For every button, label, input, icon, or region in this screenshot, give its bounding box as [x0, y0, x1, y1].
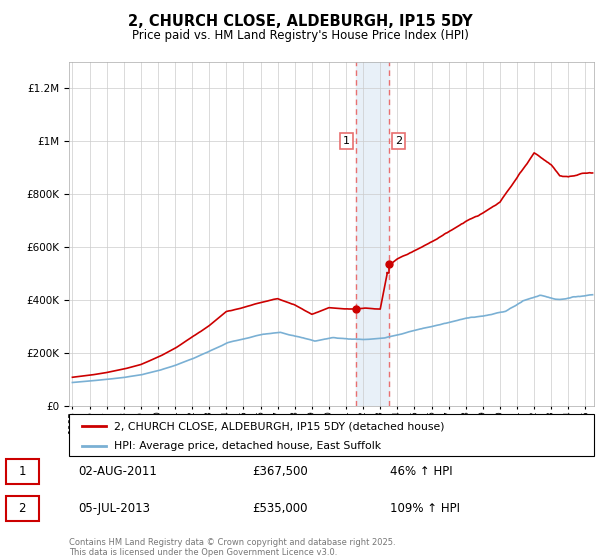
Text: 02-AUG-2011: 02-AUG-2011 — [78, 465, 157, 478]
Text: 1: 1 — [343, 136, 350, 146]
Text: £535,000: £535,000 — [252, 502, 308, 515]
Text: Price paid vs. HM Land Registry's House Price Index (HPI): Price paid vs. HM Land Registry's House … — [131, 29, 469, 42]
Text: 1: 1 — [19, 465, 26, 478]
Text: 2: 2 — [19, 502, 26, 515]
Text: HPI: Average price, detached house, East Suffolk: HPI: Average price, detached house, East… — [113, 441, 381, 451]
Text: 05-JUL-2013: 05-JUL-2013 — [78, 502, 150, 515]
Text: 2, CHURCH CLOSE, ALDEBURGH, IP15 5DY (detached house): 2, CHURCH CLOSE, ALDEBURGH, IP15 5DY (de… — [113, 421, 444, 431]
Text: 109% ↑ HPI: 109% ↑ HPI — [390, 502, 460, 515]
Bar — [6, 496, 39, 521]
Text: 2, CHURCH CLOSE, ALDEBURGH, IP15 5DY: 2, CHURCH CLOSE, ALDEBURGH, IP15 5DY — [128, 14, 472, 29]
Bar — [6, 459, 39, 484]
Text: 2: 2 — [395, 136, 402, 146]
Text: £367,500: £367,500 — [252, 465, 308, 478]
Bar — [356, 62, 389, 406]
Text: Contains HM Land Registry data © Crown copyright and database right 2025.
This d: Contains HM Land Registry data © Crown c… — [69, 538, 395, 557]
Text: 46% ↑ HPI: 46% ↑ HPI — [390, 465, 452, 478]
